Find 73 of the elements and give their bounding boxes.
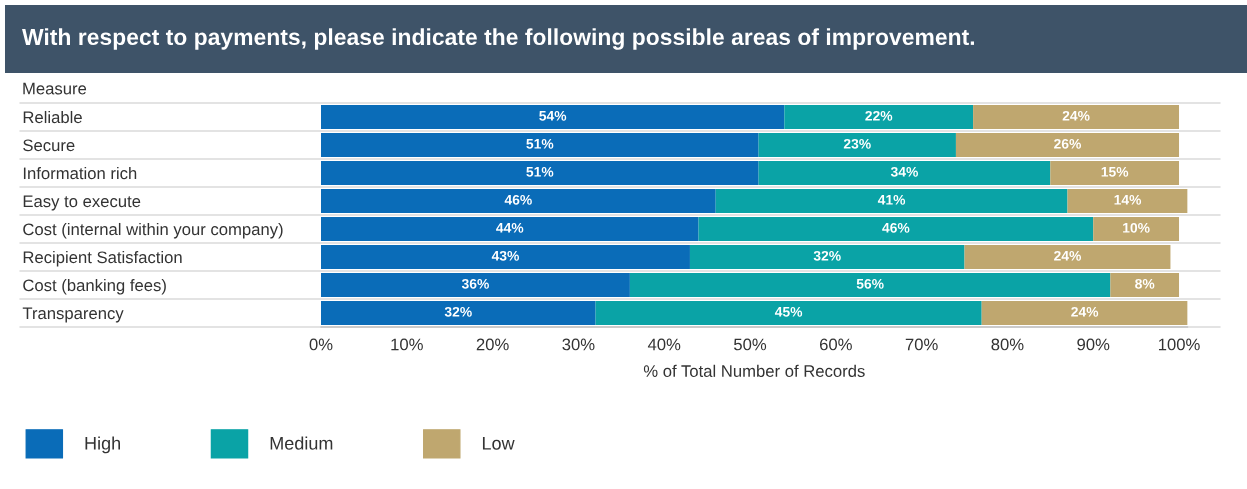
bar (955, 132, 1180, 158)
x-tick-label: 100% (1158, 338, 1200, 351)
x-tick-label: 10% (391, 338, 423, 351)
x-tick-label: 70% (905, 338, 938, 351)
data-label: 36% (461, 278, 489, 289)
x-tick-label: 50% (734, 338, 767, 351)
bar (321, 132, 759, 158)
bar (321, 300, 596, 326)
bar (1110, 272, 1180, 298)
data-label: 43% (491, 250, 520, 261)
data-label: 46% (504, 194, 532, 205)
y-tick-label: Transparency (22, 307, 124, 323)
y-tick-label: Information rich (23, 166, 137, 180)
data-label: 24% (1054, 250, 1082, 261)
bar (698, 216, 1094, 242)
bar (689, 244, 965, 270)
data-label: 56% (856, 278, 884, 289)
x-axis-title: % of Total Number of Records (643, 364, 865, 377)
bar (1067, 188, 1188, 214)
bar (321, 244, 690, 270)
bar (321, 216, 699, 242)
bar (1093, 216, 1180, 242)
data-label: 32% (444, 306, 472, 317)
legend-label: High (85, 436, 120, 454)
bar (321, 104, 785, 130)
x-tick-label: 20% (476, 338, 509, 351)
data-label: 23% (843, 138, 871, 149)
y-tick-label: Secure (23, 139, 75, 152)
data-label: 45% (774, 306, 803, 317)
data-label: 26% (1054, 138, 1082, 149)
bar (595, 300, 982, 326)
data-label: 8% (1135, 278, 1155, 289)
data-label: 24% (1062, 110, 1090, 121)
bar (321, 272, 630, 298)
data-label: 44% (496, 222, 524, 233)
data-label: 54% (539, 110, 567, 121)
y-tick-label: Recipient Satisfaction (23, 250, 182, 267)
chart-title: With respect to payments, please indicate the following possible areas of improvement. (22, 28, 975, 50)
data-label: 41% (877, 194, 906, 205)
data-label: 14% (1114, 194, 1142, 205)
bar (758, 160, 1051, 186)
data-label: 32% (813, 250, 841, 261)
bar (973, 104, 1180, 130)
bar (784, 104, 974, 130)
x-tick-label: 80% (991, 338, 1024, 351)
y-axis-title: Measure (23, 82, 87, 95)
y-tick-label: Cost (banking fees) (23, 278, 166, 295)
bar (629, 272, 1111, 298)
bar (321, 160, 759, 186)
bar (981, 300, 1188, 326)
data-label: 34% (890, 166, 918, 177)
data-label: 24% (1071, 306, 1099, 317)
data-label: 46% (882, 222, 910, 233)
data-label: 10% (1123, 222, 1150, 233)
x-tick-label: 90% (1077, 338, 1110, 351)
legend-label: Low (482, 437, 515, 450)
y-tick-label: Cost (internal within your company) (23, 222, 283, 239)
x-tick-label: 60% (819, 338, 852, 351)
data-label: 15% (1101, 166, 1129, 177)
bar (715, 188, 1068, 214)
x-tick-label: 30% (562, 338, 595, 351)
x-tick-label: 0% (309, 338, 333, 351)
y-tick-label: Reliable (23, 110, 82, 124)
bar (758, 132, 956, 158)
bar (964, 244, 1171, 270)
y-tick-label: Easy to execute (23, 195, 141, 211)
data-label: 51% (526, 166, 554, 177)
data-label: 51% (526, 138, 554, 149)
bar (1050, 160, 1180, 186)
bar (321, 188, 716, 214)
data-label: 22% (865, 110, 893, 121)
x-tick-label: 40% (647, 338, 681, 351)
legend-label: Medium (270, 436, 333, 450)
